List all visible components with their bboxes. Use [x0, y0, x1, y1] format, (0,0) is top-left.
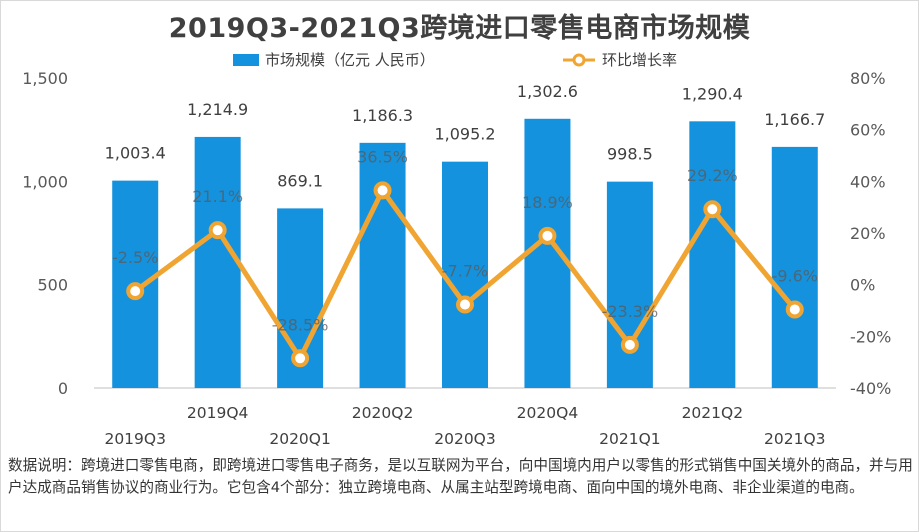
- growth-rate-label: 18.9%: [522, 193, 573, 212]
- y-right-tick-label: 80%: [850, 69, 886, 88]
- growth-rate-point: [538, 226, 557, 245]
- growth-rate-point: [126, 282, 145, 301]
- bar-value-label: 998.5: [607, 145, 653, 164]
- y-right-tick-label: 60%: [850, 121, 886, 140]
- growth-rate-label: -7.7%: [442, 262, 488, 281]
- chart-legend: 市场规模（亿元 人民币） 环比增长率: [0, 49, 919, 71]
- chart-title: 2019Q3-2021Q3跨境进口零售电商市场规模: [168, 13, 751, 44]
- x-tick-label: 2021Q3: [764, 430, 826, 448]
- y-left-tick-label: 1,000: [22, 172, 68, 191]
- legend-bar-label: 市场规模（亿元 人民币）: [265, 51, 435, 69]
- growth-rate-label: 29.2%: [687, 166, 738, 185]
- legend-line-swatch: [563, 53, 595, 66]
- x-tick-label: 2019Q3: [104, 430, 166, 448]
- bar-value-label: 1,166.7: [764, 110, 825, 129]
- y-left-tick-label: 1,500: [22, 69, 68, 88]
- y-right-tick-label: 0%: [850, 276, 875, 295]
- combo-chart: 0 500 1,000 1,500 -40% -20% 0% 20% 40% 60% 80% 1,00…: [22, 69, 891, 448]
- y-right-tick-label: 20%: [850, 224, 886, 243]
- x-tick-label: 2021Q1: [599, 430, 661, 448]
- data-note: 数据说明：跨境进口零售电商，即跨境进口零售电子商务，是以互联网为平台，向中国境内…: [8, 457, 913, 496]
- growth-rate-point: [620, 335, 639, 354]
- x-tick-label: 2019Q4: [187, 404, 249, 422]
- growth-rate-label: -23.3%: [602, 302, 659, 321]
- growth-rate-point: [208, 221, 227, 240]
- legend-line-label: 环比增长率: [602, 51, 678, 69]
- x-tick-label: 2020Q3: [434, 430, 496, 448]
- x-tick-label: 2021Q2: [682, 404, 744, 422]
- bar-2021Q1: [606, 181, 653, 388]
- bar-value-label: 1,095.2: [434, 125, 495, 144]
- growth-rate-label: 36.5%: [357, 147, 408, 166]
- bar-value-label: 1,214.9: [187, 100, 248, 119]
- y-right-tick-label: -20%: [850, 327, 891, 346]
- x-tick-label: 2020Q4: [517, 404, 579, 422]
- x-tick-label: 2020Q2: [352, 404, 414, 422]
- legend-item-market-size: 市场规模（亿元 人民币）: [233, 49, 435, 70]
- y-right-tick-label: 40%: [850, 172, 886, 191]
- bar-2020Q3: [442, 161, 488, 388]
- bar-value-label: 1,186.3: [352, 106, 413, 125]
- growth-rate-point: [456, 295, 474, 314]
- growth-rate-point: [703, 200, 722, 219]
- x-tick-label: 2020Q1: [269, 430, 331, 448]
- bar-2021Q2: [689, 121, 736, 389]
- bar-value-label: 1,302.6: [517, 82, 578, 101]
- growth-rate-point: [373, 181, 392, 200]
- y-right-tick-label: -40%: [850, 379, 891, 398]
- bar-value-label: 1,003.4: [105, 144, 166, 163]
- bar-2021Q3: [771, 146, 818, 388]
- growth-rate-point: [291, 349, 310, 368]
- growth-rate-label: -2.5%: [112, 248, 158, 267]
- growth-rate-label: -9.6%: [772, 266, 818, 285]
- growth-rate-point: [785, 300, 804, 319]
- bar-2020Q2: [359, 142, 406, 388]
- y-left-tick-label: 0: [58, 379, 68, 398]
- growth-rate-label: 21.1%: [192, 187, 243, 206]
- legend-bar-swatch: [233, 53, 259, 66]
- bar-value-label: 1,290.4: [682, 84, 743, 103]
- bar-2019Q4: [194, 136, 241, 388]
- y-left-tick-label: 500: [37, 276, 68, 295]
- legend-item-growth-rate: 环比增长率: [562, 49, 677, 70]
- growth-rate-label: -28.5%: [272, 315, 329, 334]
- bar-value-label: 869.1: [277, 171, 323, 190]
